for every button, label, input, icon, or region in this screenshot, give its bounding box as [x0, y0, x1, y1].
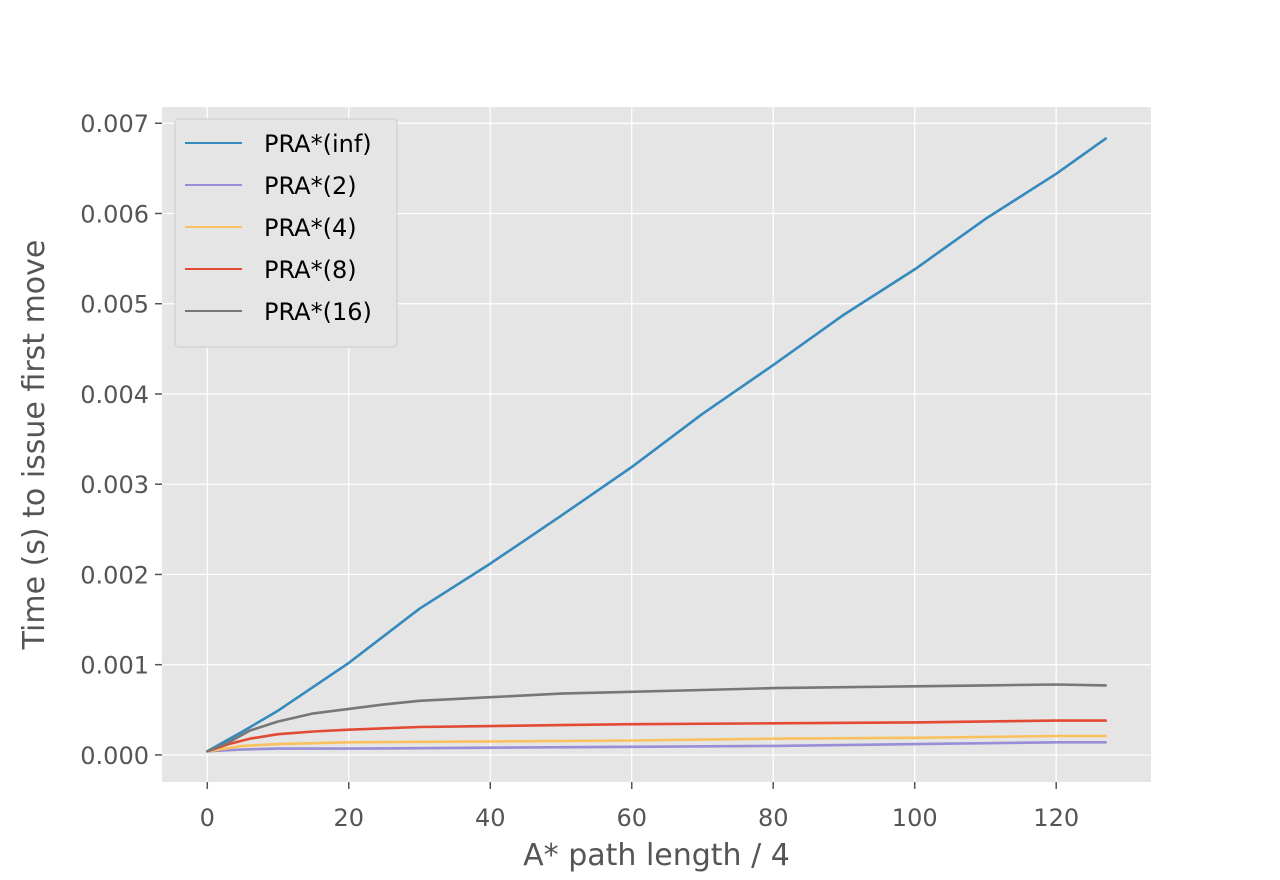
legend-label: PRA*(inf)	[264, 130, 372, 158]
y-tick-label: 0.004	[80, 381, 149, 409]
y-axis-ticks: 0.000 0.001 0.002 0.003 0.004 0.005 0.006 0.007	[80, 110, 162, 770]
x-tick-label: 80	[758, 804, 789, 832]
series-line	[206, 719, 1107, 753]
series-line	[206, 734, 1107, 753]
legend-label: PRA*(16)	[264, 298, 372, 326]
x-tick-label: 0	[200, 804, 215, 832]
x-tick-label: 100	[892, 804, 938, 832]
y-tick-label: 0.006	[80, 200, 149, 228]
series-line	[206, 683, 1107, 753]
x-tick-label: 20	[333, 804, 364, 832]
x-axis-ticks: 0 20 40 60 80 100 120	[200, 782, 1079, 832]
legend: PRA*(inf) PRA*(2) PRA*(4) PRA*(8) PRA*(16)	[174, 118, 398, 348]
x-tick-label: 120	[1033, 804, 1079, 832]
y-axis-label: Time (s) to issue first move	[17, 240, 52, 651]
series-line	[206, 740, 1107, 753]
y-tick-label: 0.003	[80, 471, 149, 499]
y-tick-label: 0.001	[80, 652, 149, 680]
legend-label: PRA*(4)	[264, 214, 357, 242]
y-tick-label: 0.002	[80, 561, 149, 589]
y-tick-label: 0.005	[80, 291, 149, 319]
legend-label: PRA*(2)	[264, 172, 357, 200]
legend-label: PRA*(8)	[264, 256, 357, 284]
grid	[162, 107, 1151, 782]
x-tick-label: 60	[616, 804, 647, 832]
legend-frame	[174, 118, 398, 348]
series-lines	[206, 137, 1107, 753]
series-line	[206, 137, 1107, 753]
y-tick-label: 0.007	[80, 110, 149, 138]
x-axis-label: A* path length / 4	[523, 838, 790, 873]
y-tick-label: 0.000	[80, 742, 149, 770]
x-tick-label: 40	[475, 804, 506, 832]
